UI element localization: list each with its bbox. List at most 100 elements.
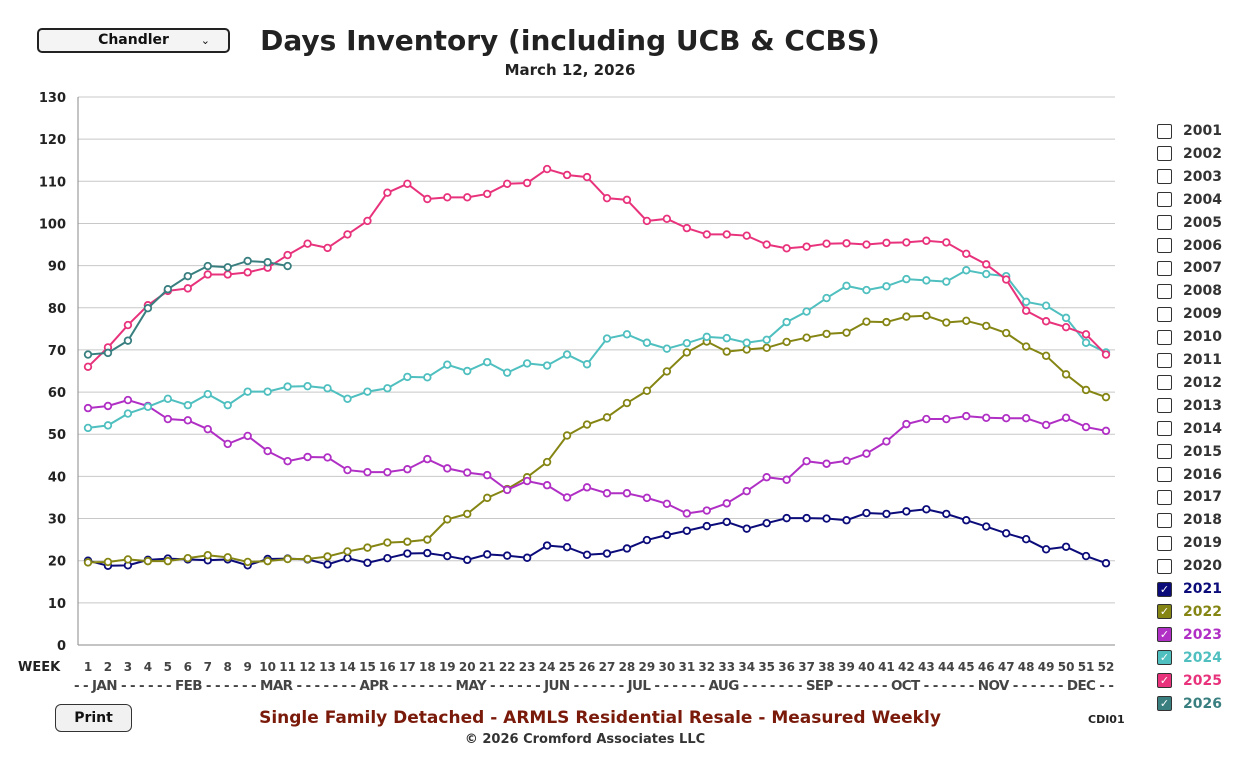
data-point [163, 394, 173, 404]
data-point [822, 293, 831, 303]
x-tick-label: 52 [1098, 660, 1115, 674]
data-point [323, 384, 332, 393]
checkbox-checked[interactable]: ✓ [1157, 581, 1172, 597]
data-point [782, 337, 791, 347]
checkbox-checked[interactable]: ✓ [1157, 604, 1172, 620]
data-point [163, 285, 173, 294]
data-point [463, 555, 472, 565]
checkbox[interactable] [1157, 489, 1172, 505]
data-point [183, 553, 193, 563]
data-point [782, 317, 791, 327]
checkbox[interactable] [1157, 512, 1172, 528]
legend-item-2006[interactable]: 2006 [1157, 237, 1222, 255]
data-point [782, 244, 791, 253]
data-point [443, 193, 452, 202]
checkbox[interactable] [1157, 123, 1172, 139]
legend-item-2009[interactable]: 2009 [1157, 305, 1222, 323]
legend-item-2004[interactable]: 2004 [1157, 191, 1222, 209]
checkbox[interactable] [1157, 238, 1172, 253]
legend-item-2023[interactable]: ✓ 2023 [1157, 626, 1222, 644]
legend-item-2013[interactable]: 2013 [1157, 397, 1222, 415]
checkbox[interactable] [1157, 146, 1172, 162]
x-tick-label: 45 [958, 660, 975, 674]
y-tick-label: 130 [39, 91, 66, 106]
data-point [83, 350, 93, 359]
data-point [642, 338, 652, 347]
legend-item-2008[interactable]: 2008 [1157, 282, 1222, 300]
x-tick-label: 37 [798, 660, 815, 674]
legend-item-2020[interactable]: 2020 [1157, 557, 1222, 575]
data-point [902, 419, 911, 429]
x-tick-label: 6 [184, 660, 192, 674]
x-tick-label: 41 [878, 660, 895, 674]
x-tick-label: 25 [559, 660, 576, 674]
checkbox[interactable] [1157, 444, 1172, 460]
data-point [742, 345, 751, 354]
checkbox[interactable] [1157, 398, 1172, 414]
legend-item-2001[interactable]: 2001 [1157, 122, 1222, 140]
data-point [562, 431, 572, 440]
print-button[interactable]: Print [55, 704, 132, 732]
checkbox[interactable] [1157, 283, 1172, 299]
data-point [922, 505, 931, 514]
data-point [363, 216, 372, 226]
data-point [103, 557, 113, 567]
checkbox[interactable] [1157, 467, 1172, 482]
legend-item-2026[interactable]: ✓ 2026 [1157, 695, 1222, 713]
legend-item-2002[interactable]: 2002 [1157, 145, 1222, 163]
data-point [483, 550, 492, 559]
checkbox-checked[interactable]: ✓ [1157, 673, 1172, 689]
legend-item-2019[interactable]: 2019 [1157, 534, 1222, 552]
legend-item-2010[interactable]: 2010 [1157, 328, 1222, 346]
checkbox[interactable] [1157, 192, 1172, 208]
checkbox[interactable] [1157, 215, 1172, 231]
legend-item-2015[interactable]: 2015 [1157, 443, 1222, 461]
legend-item-2014[interactable]: 2014 [1157, 420, 1222, 438]
checkbox[interactable] [1157, 329, 1172, 345]
x-tick-label: 44 [938, 660, 955, 674]
data-point [303, 554, 312, 564]
data-point [1081, 551, 1091, 561]
legend-item-2011[interactable]: 2011 [1157, 351, 1222, 369]
legend-item-2022[interactable]: ✓ 2022 [1157, 603, 1222, 621]
legend-item-2025[interactable]: ✓ 2025 [1157, 672, 1222, 690]
checkbox[interactable] [1157, 352, 1172, 368]
data-point [263, 446, 272, 456]
checkbox[interactable] [1157, 375, 1172, 391]
x-tick-label: 13 [319, 660, 336, 674]
series-2024 [83, 266, 1111, 433]
legend-item-2005[interactable]: 2005 [1157, 214, 1222, 232]
x-tick-label: 38 [818, 660, 835, 674]
legend-item-2021[interactable]: ✓ 2021 [1157, 580, 1222, 598]
legend-item-2018[interactable]: 2018 [1157, 511, 1222, 529]
legend-item-2017[interactable]: 2017 [1157, 488, 1222, 506]
checkbox[interactable] [1157, 169, 1172, 185]
checkbox-checked[interactable]: ✓ [1157, 650, 1172, 666]
area-dropdown[interactable]: Chandler ⌄ [37, 28, 230, 53]
checkbox[interactable] [1157, 421, 1172, 437]
checkbox[interactable] [1157, 535, 1172, 551]
legend-label: 2018 [1183, 512, 1222, 529]
data-point [662, 214, 672, 224]
legend-item-2003[interactable]: 2003 [1157, 168, 1222, 186]
data-point [942, 277, 951, 286]
data-point [742, 524, 751, 533]
data-point [203, 389, 212, 399]
checkbox[interactable] [1157, 306, 1172, 322]
data-point [922, 414, 931, 424]
data-point [662, 499, 672, 508]
legend-item-2012[interactable]: 2012 [1157, 374, 1222, 392]
legend-item-2007[interactable]: 2007 [1157, 259, 1222, 277]
legend-item-2024[interactable]: ✓ 2024 [1157, 649, 1222, 667]
legend-item-2016[interactable]: 2016 [1157, 466, 1222, 484]
chart-code: CDI01 [1088, 713, 1125, 726]
data-point [602, 193, 612, 203]
checkbox-checked[interactable]: ✓ [1157, 627, 1172, 643]
checkbox[interactable] [1157, 558, 1172, 574]
data-point [702, 506, 711, 515]
data-point [363, 387, 372, 396]
checkbox[interactable] [1157, 260, 1172, 276]
checkbox-checked[interactable]: ✓ [1157, 696, 1172, 711]
data-point [842, 328, 851, 337]
data-point [1041, 301, 1051, 310]
